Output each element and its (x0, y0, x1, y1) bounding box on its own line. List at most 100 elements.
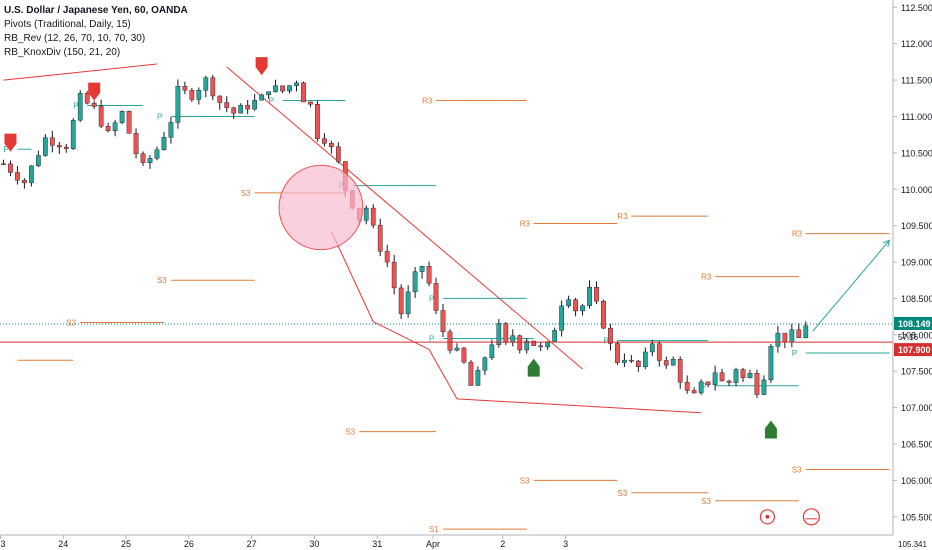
buy-signal-icon (527, 358, 540, 377)
candle-body (601, 300, 606, 329)
pivot-label: S1 (429, 525, 439, 534)
pivot-label: P (603, 337, 608, 346)
candle-body (252, 100, 258, 110)
candle-body (796, 329, 802, 338)
price-tick-label: 105.500 (901, 512, 932, 522)
legend-indicator-rb-rev[interactable]: RB_Rev (12, 26, 70, 10, 70, 30) (4, 33, 146, 44)
price-tick-label: 110.500 (901, 148, 932, 158)
candle-body (217, 95, 223, 103)
last-price-badge-bg (894, 316, 932, 330)
candle-body (280, 85, 285, 92)
candle-body (29, 165, 34, 184)
projection-arrowhead-icon (882, 239, 891, 248)
candle-body (210, 77, 216, 97)
price-tick-label: 112.000 (901, 39, 932, 49)
candle-body (231, 107, 237, 114)
candle-body (329, 143, 334, 147)
pivot-label: P (73, 102, 78, 111)
candle-body (308, 101, 313, 105)
price-tick-label: 107.000 (901, 403, 932, 413)
candle-body (419, 266, 425, 272)
price-tick-label: 106.500 (901, 440, 932, 450)
candle-body (119, 111, 125, 123)
pivot-label: R3 (701, 273, 712, 282)
candle-body (649, 343, 655, 353)
candle-body (273, 85, 278, 92)
time-axis[interactable]: 23242526273031Apr23 (0, 534, 893, 549)
legend-indicator-pivots[interactable]: Pivots (Traditional, Daily, 15) (4, 19, 131, 30)
price-tick-label: 108.500 (901, 294, 932, 304)
candle-body (105, 126, 111, 131)
candle-body (412, 271, 418, 293)
pivot-label: S3 (617, 489, 627, 498)
price-tick-label: 108.000 (901, 330, 932, 340)
trendline (373, 321, 430, 350)
pivot-label: S3 (66, 318, 76, 327)
candle-body (768, 346, 774, 381)
candle-body (510, 335, 516, 343)
candle-body (84, 93, 90, 104)
price-tick-label: 111.000 (901, 112, 932, 122)
candle-body (663, 360, 669, 366)
candle-body (15, 172, 20, 181)
time-tick-label: 2 (500, 539, 505, 549)
candle-body (677, 358, 683, 383)
legend-title: U.S. Dollar / Japanese Yen, 60, OANDA (4, 5, 188, 16)
price-tick-label: 109.500 (901, 221, 932, 231)
pivot-label: P (429, 334, 434, 343)
candle-body (475, 369, 481, 386)
candle-body (126, 111, 132, 134)
candle-body (615, 343, 620, 363)
candle-body (482, 357, 488, 371)
time-tick-label: 26 (184, 539, 194, 549)
candle-body (336, 146, 341, 162)
candle-body (587, 287, 592, 306)
candle-body (370, 207, 376, 226)
candle-body (538, 345, 544, 348)
trendline (456, 398, 702, 414)
last-price-badge: 108.149 (898, 319, 931, 329)
candle-body (112, 122, 118, 131)
candle-body (245, 104, 251, 110)
candle-body (629, 359, 634, 362)
candle-body (301, 82, 306, 103)
candle-body (49, 137, 55, 146)
candle-body (287, 85, 292, 92)
sell-signal-icon (88, 82, 101, 101)
time-tick-label: Apr (426, 539, 440, 549)
pivot-label: S3 (345, 428, 355, 437)
candle-body (552, 330, 557, 342)
candle-body (433, 283, 439, 311)
projection-arrow (812, 239, 890, 332)
candle-body (266, 91, 271, 96)
candle-body (91, 103, 97, 107)
candle-body (154, 149, 160, 159)
candle-body (140, 153, 146, 163)
candle-body (608, 327, 613, 344)
chart-legend: U.S. Dollar / Japanese Yen, 60, OANDA Pi… (4, 4, 188, 60)
price-axis[interactable]: 112.500 112.000 111.500 111.000 110.500 110.0… (892, 0, 932, 549)
pivot-label: P (701, 382, 706, 391)
time-tick-label: 31 (372, 539, 382, 549)
candle-body (803, 325, 809, 338)
candle-body (642, 351, 648, 367)
candle-body (698, 381, 704, 394)
pivot-label: R3 (520, 219, 531, 228)
pivot-label: P (792, 349, 797, 358)
candle-body (670, 358, 676, 366)
candle-body (747, 373, 753, 378)
candle-body (733, 369, 739, 383)
candle-body (503, 323, 509, 343)
sell-signal-icon (255, 57, 268, 76)
legend-indicator-rb-knoxdiv[interactable]: RB_KnoxDiv (150, 21, 20) (4, 47, 121, 58)
candle-body (468, 361, 474, 386)
highlight-circle (278, 164, 364, 251)
candle-body (573, 299, 578, 312)
candle-body (294, 82, 299, 86)
candle-body (775, 332, 781, 347)
candle-body (719, 372, 725, 382)
price-tick-label: 111.500 (901, 76, 932, 86)
candle-body (22, 180, 27, 184)
time-tick-label: 3 (563, 539, 568, 549)
